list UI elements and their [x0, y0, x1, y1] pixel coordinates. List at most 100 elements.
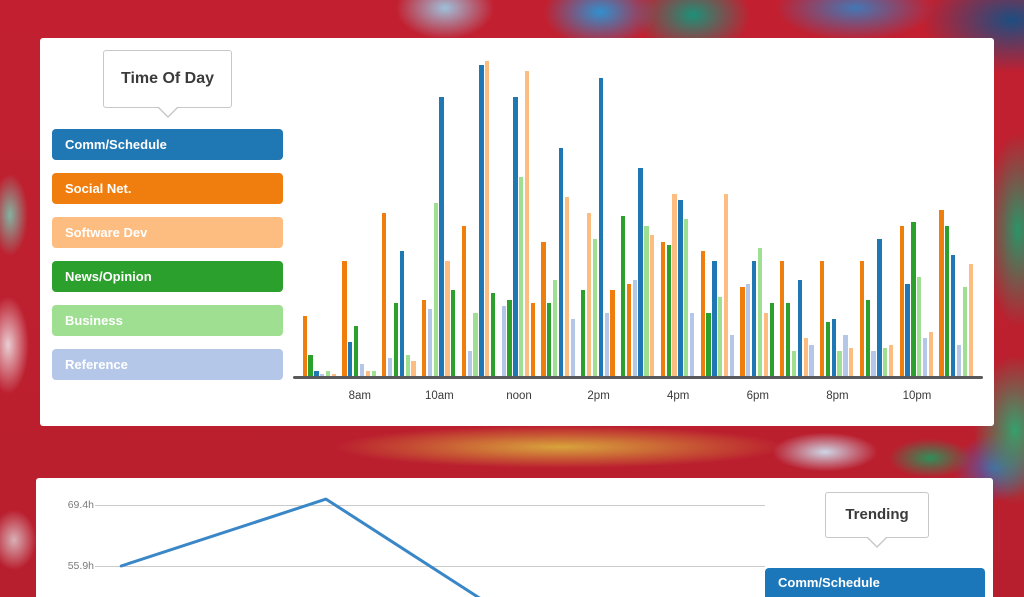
bar-8am-business: [371, 370, 376, 377]
bar-4pm-social-net: [660, 241, 666, 377]
bar-7pm-software-dev: [803, 338, 808, 377]
bar-11am-comm-schedule: [479, 64, 484, 377]
x-tick-2pm: 2pm: [587, 390, 610, 402]
bar-10pm-software-dev: [928, 331, 934, 377]
bar-9pm-reference: [871, 351, 876, 377]
bar-9am-social-net: [382, 212, 387, 377]
bar-11am-reference: [467, 351, 472, 377]
bar-8pm-reference: [843, 335, 848, 377]
bar-7pm-comm-schedule: [797, 280, 802, 377]
bar-11pm-news-opinion: [945, 225, 950, 377]
bar-7pm-business: [791, 351, 797, 377]
bar-6pm-reference: [746, 283, 751, 377]
bar-2pm-reference: [604, 312, 609, 377]
bar-9am-news-opinion: [393, 302, 399, 377]
bar-11pm-social-net: [939, 209, 944, 377]
bar-11am-business: [473, 312, 478, 377]
bar-3pm-software-dev: [650, 235, 655, 377]
bar-5pm-reference: [729, 335, 735, 377]
bar-9am-software-dev: [411, 360, 416, 377]
bar-9pm-comm-schedule: [877, 238, 882, 377]
bar-2pm-social-net: [610, 290, 615, 377]
bar-10am-social-net: [421, 299, 427, 377]
bar-5pm-business: [718, 296, 723, 377]
x-tick-6pm: 6pm: [746, 390, 769, 402]
bar-7am-business: [325, 370, 331, 377]
trend-line: [119, 497, 481, 597]
y-tick-55-9h: 55.9h: [67, 560, 94, 572]
trending-callout: Trending: [825, 492, 929, 548]
x-axis-ticks: 8am 10am noon 2pm 4pm 6pm 8pm 10pm: [40, 390, 994, 410]
time-of-day-callout-label: Time Of Day: [120, 70, 215, 87]
bar-11pm-reference: [956, 344, 962, 377]
bar-10am-business: [433, 203, 438, 377]
bar-10pm-news-opinion: [911, 222, 916, 377]
x-tick-8am: 8am: [348, 390, 371, 402]
bar-3pm-reference: [632, 280, 637, 377]
legend-button-software-dev[interactable]: Software Dev: [52, 217, 283, 248]
bar-4pm-news-opinion: [666, 245, 671, 377]
trend-series-button-label: Comm/Schedule: [778, 575, 880, 590]
bar-plot: [295, 55, 987, 377]
bar-9pm-social-net: [859, 261, 865, 377]
legend-button-social-net[interactable]: Social Net.: [52, 173, 283, 204]
bar-2pm-software-dev: [586, 212, 592, 377]
bar-4pm-comm-schedule: [678, 199, 683, 377]
bar-noon-reference: [501, 306, 506, 377]
bar-7am-news-opinion: [308, 354, 313, 377]
legend-button-comm-schedule[interactable]: Comm/Schedule: [52, 129, 283, 160]
trend-series-button-comm-schedule[interactable]: Comm/Schedule: [765, 568, 985, 597]
bar-10am-software-dev: [445, 261, 450, 377]
bar-3pm-comm-schedule: [638, 167, 643, 377]
bar-1pm-news-opinion: [547, 302, 552, 377]
bar-7am-social-net: [302, 315, 307, 377]
bar-11am-news-opinion: [490, 293, 496, 377]
bar-7pm-reference: [809, 344, 814, 377]
bar-8pm-software-dev: [849, 348, 854, 377]
bar-7am-reference: [320, 373, 325, 377]
y-tick-69-4h: 69.4h: [67, 499, 94, 511]
bar-8am-news-opinion: [354, 325, 359, 377]
bar-8am-reference: [359, 364, 365, 377]
bar-5pm-software-dev: [723, 193, 729, 377]
bar-9am-business: [405, 354, 410, 377]
gridline-69-4h: [95, 505, 765, 506]
bar-8pm-comm-schedule: [831, 319, 836, 377]
bar-10am-comm-schedule: [439, 96, 444, 377]
bar-10pm-social-net: [899, 225, 904, 377]
trending-callout-label: Trending: [845, 506, 909, 523]
bar-1pm-social-net: [541, 241, 546, 377]
x-tick-10pm: 10pm: [902, 390, 932, 402]
bar-9am-reference: [387, 357, 393, 377]
bar-11pm-comm-schedule: [951, 254, 956, 377]
bar-7am-comm-schedule: [314, 370, 319, 377]
time-of-day-callout: Time Of Day: [103, 50, 232, 118]
bar-6pm-comm-schedule: [752, 261, 757, 377]
bar-10pm-business: [917, 277, 922, 377]
bar-1pm-business: [553, 280, 558, 377]
bar-6pm-software-dev: [763, 312, 769, 377]
bar-11am-social-net: [461, 225, 467, 377]
legend-button-business[interactable]: Business: [52, 305, 283, 336]
bar-8pm-social-net: [819, 261, 825, 377]
legend-button-news-opinion[interactable]: News/Opinion: [52, 261, 283, 292]
bar-7pm-news-opinion: [785, 302, 791, 377]
bar-5pm-news-opinion: [706, 312, 711, 377]
bar-2pm-business: [592, 238, 598, 377]
bar-8pm-business: [837, 351, 842, 377]
bar-9pm-software-dev: [888, 344, 894, 377]
bar-10pm-reference: [922, 338, 928, 377]
bar-1pm-comm-schedule: [558, 148, 564, 377]
x-tick-4pm: 4pm: [667, 390, 690, 402]
bar-2pm-comm-schedule: [598, 77, 603, 377]
bar-8am-social-net: [342, 261, 347, 377]
bar-1pm-reference: [570, 319, 575, 377]
bar-11am-software-dev: [485, 61, 490, 377]
bar-7am-software-dev: [331, 373, 337, 377]
bar-noon-comm-schedule: [513, 96, 518, 377]
x-tick-noon: noon: [506, 390, 532, 402]
bar-4pm-business: [684, 219, 689, 377]
bar-10am-reference: [427, 309, 433, 377]
legend-button-reference[interactable]: Reference: [52, 349, 283, 380]
